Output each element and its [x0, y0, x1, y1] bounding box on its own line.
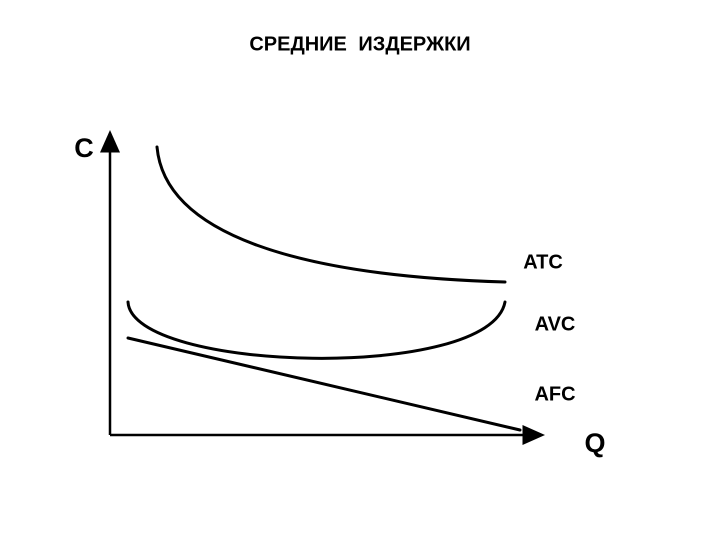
curve-label: ATC — [523, 251, 563, 273]
avc-curve — [126, 300, 507, 360]
curve-label: AVC — [535, 313, 576, 335]
y-axis-label: C — [74, 133, 94, 163]
afc-curve — [126, 336, 522, 432]
title: СРЕДНИЕ ИЗДЕРЖКИ — [249, 33, 470, 55]
atc-curve — [155, 145, 507, 284]
curve-label: AFC — [534, 383, 575, 405]
x-axis-label: Q — [584, 428, 605, 458]
